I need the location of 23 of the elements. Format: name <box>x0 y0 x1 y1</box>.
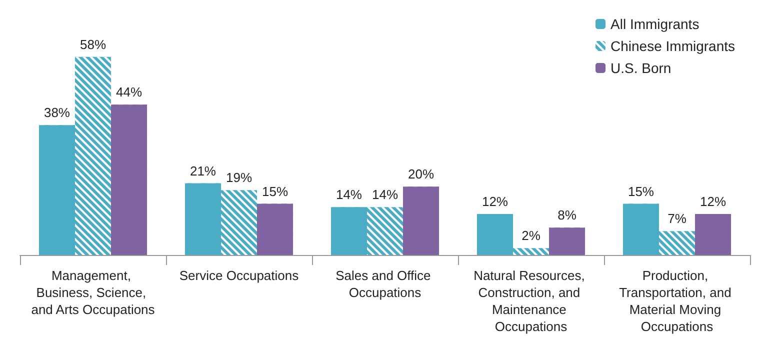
data-label: 21% <box>190 163 216 178</box>
data-label: 38% <box>44 105 70 120</box>
x-tick-label: Natural Resources, Construction, and Maintenance Occupations <box>474 268 588 334</box>
data-label: 20% <box>408 166 434 182</box>
data-label: 15% <box>262 184 288 199</box>
data-label: 19% <box>226 170 252 186</box>
x-tick-label: Management, Business, Science, and Arts Occupations <box>31 268 156 317</box>
data-label: 7% <box>668 211 687 226</box>
x-tick-label: Sales and Office Occupations <box>336 268 434 300</box>
data-label: 44% <box>116 84 142 100</box>
data-label: 12% <box>482 194 508 209</box>
legend-label: All Immigrants <box>610 16 700 32</box>
data-label: 14% <box>372 187 398 202</box>
data-label: 8% <box>558 208 577 223</box>
legend-label: Chinese Immigrants <box>610 38 736 54</box>
x-tick-label: Production, Transportation, and Material Moving Occupations <box>619 268 735 334</box>
data-label: 58% <box>80 36 106 52</box>
data-label: 2% <box>522 228 541 244</box>
data-label: 15% <box>628 184 654 199</box>
legend-label: U.S. Born <box>610 60 672 76</box>
x-tick-label: Service Occupations <box>179 268 300 283</box>
data-label: 12% <box>700 194 726 209</box>
data-label: 14% <box>336 187 362 202</box>
